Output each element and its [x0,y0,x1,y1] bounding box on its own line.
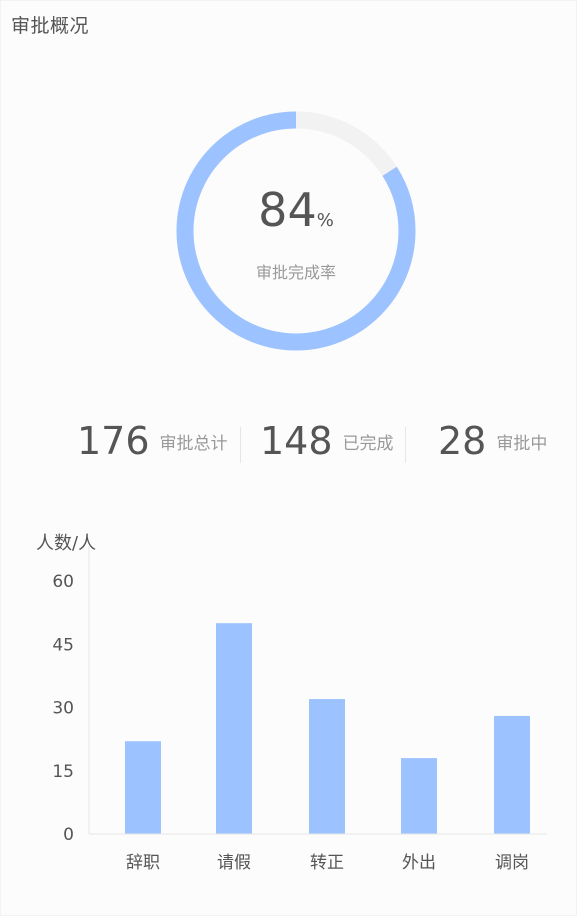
completion-percentage: 84% [176,183,416,237]
bar [494,715,530,834]
bar [125,741,161,834]
completion-ring: 84% 审批完成率 [176,111,416,351]
section-title: 审批概况 [11,15,90,37]
y-tick-labels: 0 15 30 45 60 [52,572,74,845]
stat-pending-value: 28 [438,419,487,463]
completion-value: 84 [258,183,317,237]
stat-completed: 148 已完成 [260,419,394,469]
stat-total: 176 审批总计 [77,419,228,469]
completion-label: 审批完成率 [255,263,336,282]
ring-center: 84% 审批完成率 [176,111,416,351]
bar [216,623,252,834]
ring-progress [176,111,416,351]
bar [401,758,437,834]
stat-completed-label: 已完成 [342,433,394,454]
stat-total-value: 176 [77,419,150,463]
y-tick-label: 0 [63,825,74,845]
x-tick-label: 请假 [217,853,251,873]
y-tick-label: 30 [52,699,74,719]
y-axis-label: 人数/人 [36,533,97,554]
completion-ring-graphic [176,111,416,351]
completion-unit: % [316,210,334,231]
x-tick-label: 转正 [310,853,344,873]
y-tick-label: 15 [52,762,74,782]
y-tick-label: 60 [52,572,74,592]
stat-divider [405,427,406,463]
bar [309,699,345,834]
x-tick-label: 辞职 [126,853,160,873]
stat-pending: 28 审批中 [438,419,547,469]
stat-divider [240,427,241,463]
stat-completed-value: 148 [260,419,333,463]
y-tick-label: 45 [52,635,74,655]
stat-pending-label: 审批中 [496,433,548,454]
bar-chart: 0 15 30 45 60 辞职 请假 转正 外出 调岗 [52,546,547,873]
x-tick-label: 调岗 [495,853,529,873]
x-tick-label: 外出 [402,853,436,873]
bars [125,623,530,834]
stats-row: 176 审批总计 148 已完成 28 审批中 [1,419,577,469]
stat-total-label: 审批总计 [159,433,228,454]
x-tick-labels: 辞职 请假 转正 外出 调岗 [126,853,529,873]
